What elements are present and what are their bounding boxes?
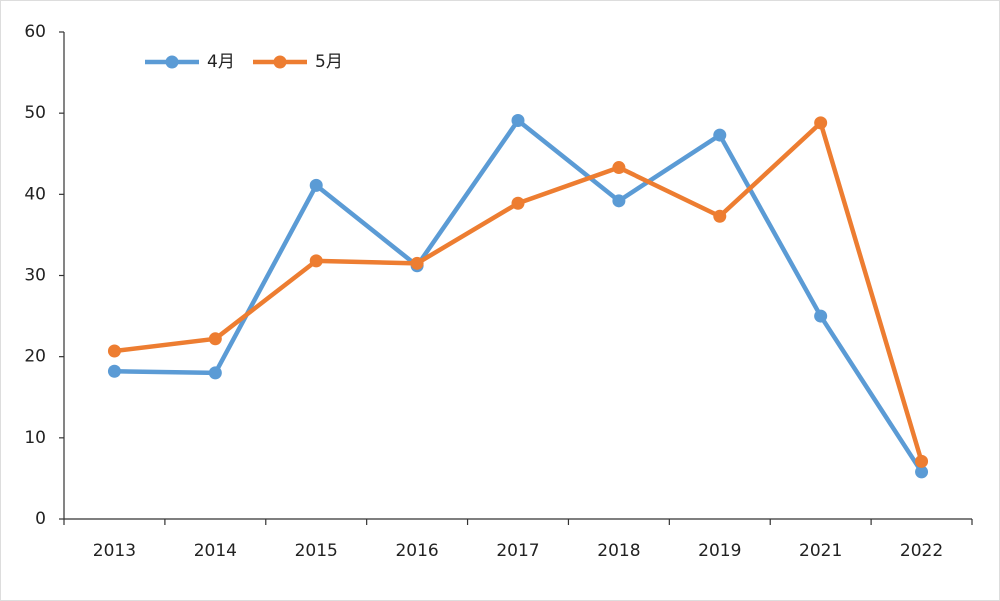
legend-marker: [273, 55, 287, 69]
legend-marker: [165, 55, 179, 69]
data-point: [309, 178, 323, 192]
data-point: [208, 332, 222, 346]
data-point: [410, 256, 424, 270]
data-point: [511, 196, 525, 210]
data-point: [915, 465, 929, 479]
y-tick-label: 20: [24, 347, 46, 367]
x-tick-label: 2021: [799, 541, 842, 561]
y-tick-label: 10: [24, 428, 46, 448]
y-tick-label: 30: [24, 266, 46, 286]
data-point: [915, 454, 929, 468]
data-point: [713, 209, 727, 223]
y-tick-label: 40: [24, 184, 46, 204]
legend-label: 5月: [315, 52, 343, 72]
data-point: [107, 364, 121, 378]
x-tick-label: 2019: [698, 541, 741, 561]
x-tick-label: 2013: [93, 541, 136, 561]
x-tick-label: 2018: [597, 541, 640, 561]
data-point: [814, 116, 828, 130]
x-tick-label: 2022: [900, 541, 943, 561]
y-tick-label: 60: [24, 22, 46, 42]
data-point: [713, 128, 727, 142]
legend-label: 4月: [207, 52, 235, 72]
x-tick-label: 2015: [295, 541, 338, 561]
data-point: [107, 344, 121, 358]
y-tick-label: 50: [24, 103, 46, 123]
x-tick-label: 2014: [194, 541, 237, 561]
x-tick-label: 2016: [395, 541, 438, 561]
data-point: [612, 194, 626, 208]
y-tick-label: 0: [35, 509, 46, 529]
data-point: [511, 113, 525, 127]
data-point: [612, 161, 626, 175]
data-point: [814, 309, 828, 323]
data-point: [309, 254, 323, 268]
data-point: [208, 366, 222, 380]
x-tick-label: 2017: [496, 541, 539, 561]
